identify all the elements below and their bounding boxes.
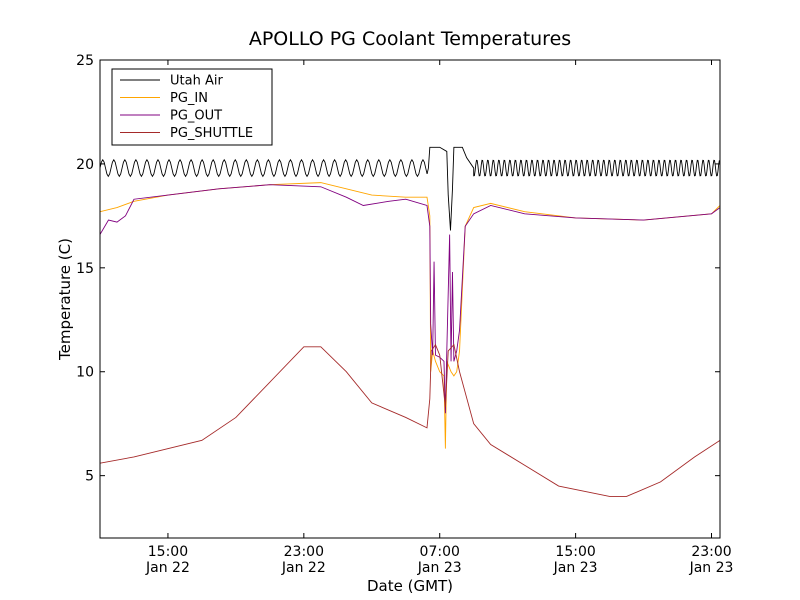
x-tick-label-date: Jan 22: [281, 560, 326, 576]
legend-label: PG_IN: [170, 91, 208, 106]
y-tick-label: 25: [76, 53, 94, 69]
legend-label: PG_OUT: [170, 109, 222, 124]
legend-label: Utah Air: [170, 74, 223, 89]
y-tick-label: 5: [85, 469, 94, 485]
series-layer: [100, 146, 720, 497]
y-tick-label: 10: [76, 365, 94, 381]
x-tick-label-date: Jan 22: [145, 560, 190, 576]
legend: Utah Air PG_IN PG_OUT PG_SHUTTLE: [111, 68, 273, 146]
series-line-utah-air: [100, 146, 720, 231]
x-tick-label-date: Jan 23: [417, 560, 462, 576]
x-tick-label-time: 15:00: [148, 544, 188, 560]
legend-label: PG_SHUTTLE: [170, 126, 253, 141]
series-line-pg-shuttle: [100, 343, 720, 497]
x-tick-label-time: 23:00: [691, 544, 731, 560]
x-tick-label-time: 15:00: [555, 544, 595, 560]
y-tick-label: 15: [76, 261, 94, 277]
plot-frame: [99, 59, 721, 539]
x-tick-label-time: 23:00: [284, 544, 324, 560]
x-tick-label-date: Jan 23: [689, 560, 734, 576]
x-tick-label-date: Jan 23: [553, 560, 598, 576]
x-tick-label-time: 07:00: [420, 544, 460, 560]
chart-title: APOLLO PG Coolant Temperatures: [249, 28, 571, 50]
y-tick-label: 20: [76, 157, 94, 173]
x-axis-label: Date (GMT): [367, 577, 453, 595]
series-line-pg-out: [100, 184, 720, 414]
y-axis-label: Temperature (C): [56, 238, 74, 361]
